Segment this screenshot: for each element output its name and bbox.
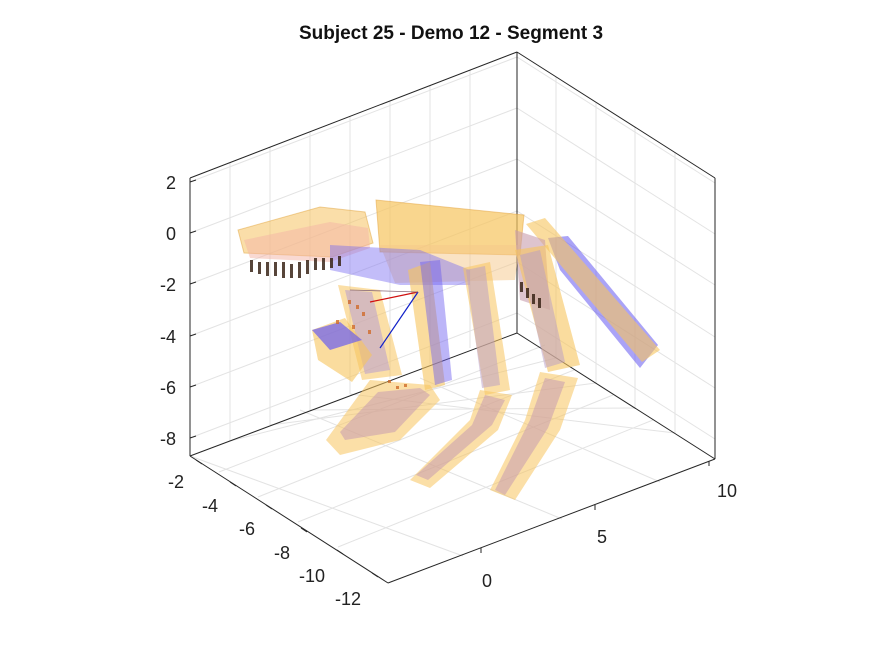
x-axis-tick-marks [480, 461, 710, 553]
x-tick-label: 0 [482, 571, 492, 591]
finger2-distal-inner [416, 395, 505, 480]
z-tick-label: 0 [166, 224, 176, 244]
finger3-proximal-inner [520, 250, 565, 368]
y-tick-label: -6 [239, 519, 255, 539]
z-axis-tick-marks [189, 179, 197, 439]
chart-title: Subject 25 - Demo 12 - Segment 3 [299, 23, 603, 44]
finger1-tip-blue [312, 322, 362, 350]
y-tick-label: -8 [274, 543, 290, 563]
y-tick-label: -4 [202, 496, 218, 516]
y-axis-tick-marks [195, 459, 379, 578]
thumb-link-gold [526, 218, 660, 362]
z-tick-label: -6 [160, 378, 176, 398]
x-axis-ticks: 0 5 10 [482, 481, 737, 591]
finger1-proximal-inner [345, 290, 390, 374]
finger-base-markers [336, 300, 407, 389]
z-tick-label: 2 [166, 173, 176, 193]
x-tick-label: 10 [717, 481, 737, 501]
palm-plate-top-inner [244, 222, 370, 262]
palm-plate-blue [330, 245, 470, 285]
finger3-distal-inner [495, 378, 565, 495]
y-axis-ticks: -2 -4 -6 -8 -10 -12 [168, 472, 361, 609]
frame-link [349, 289, 419, 293]
box-edges [189, 51, 716, 584]
finger1-distal-inner [340, 388, 430, 440]
frame-x-axis [369, 291, 419, 303]
axes-box [189, 51, 716, 584]
y-tick-label: -2 [168, 472, 184, 492]
y-tick-label: -12 [335, 589, 361, 609]
y-tick-label: -10 [299, 566, 325, 586]
frame-y-axis [379, 291, 419, 349]
contact-markers [250, 256, 541, 308]
z-tick-label: -8 [160, 429, 176, 449]
z-tick-label: -4 [160, 327, 176, 347]
grid-lines [189, 56, 716, 557]
z-axis-ticks: 2 0 -2 -4 -6 -8 [160, 173, 176, 449]
finger2-proximal-blue [420, 260, 452, 385]
finger2-a-inner [466, 266, 500, 388]
x-tick-label: 5 [597, 527, 607, 547]
z-tick-label: -2 [160, 275, 176, 295]
hand-model [237, 199, 660, 500]
